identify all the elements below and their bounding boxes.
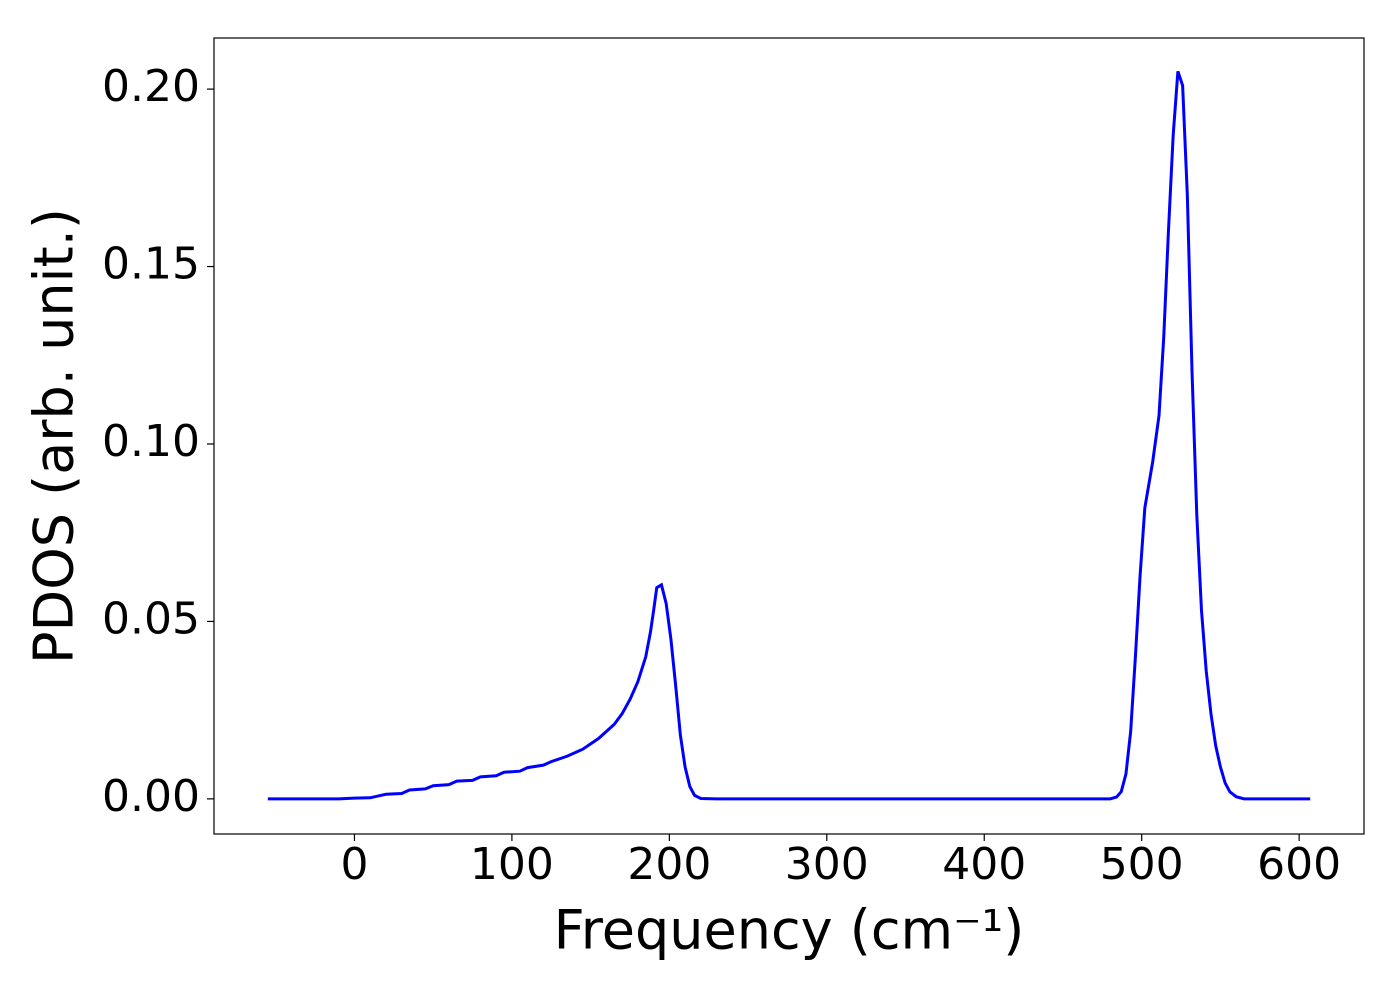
y-tick-label: 0.00	[102, 771, 200, 822]
x-tick-label: 300	[785, 839, 869, 890]
x-axis-label: Frequency (cm⁻¹)	[554, 899, 1025, 962]
x-tick-label: 200	[627, 839, 711, 890]
y-tick-label: 0.15	[102, 239, 200, 290]
y-tick-label: 0.10	[102, 416, 200, 467]
x-tick-label: 400	[942, 839, 1026, 890]
y-axis-label: PDOS (arb. unit.)	[23, 208, 86, 664]
data-line	[267, 70, 1311, 801]
x-tick-label: 100	[470, 839, 554, 890]
x-tick-label: 600	[1257, 839, 1341, 890]
y-tick-label: 0.20	[102, 61, 200, 112]
x-tick-label: 0	[340, 839, 368, 890]
x-tick-label: 500	[1100, 839, 1184, 890]
plot-frame	[213, 37, 1365, 835]
y-tick-label: 0.05	[102, 593, 200, 644]
